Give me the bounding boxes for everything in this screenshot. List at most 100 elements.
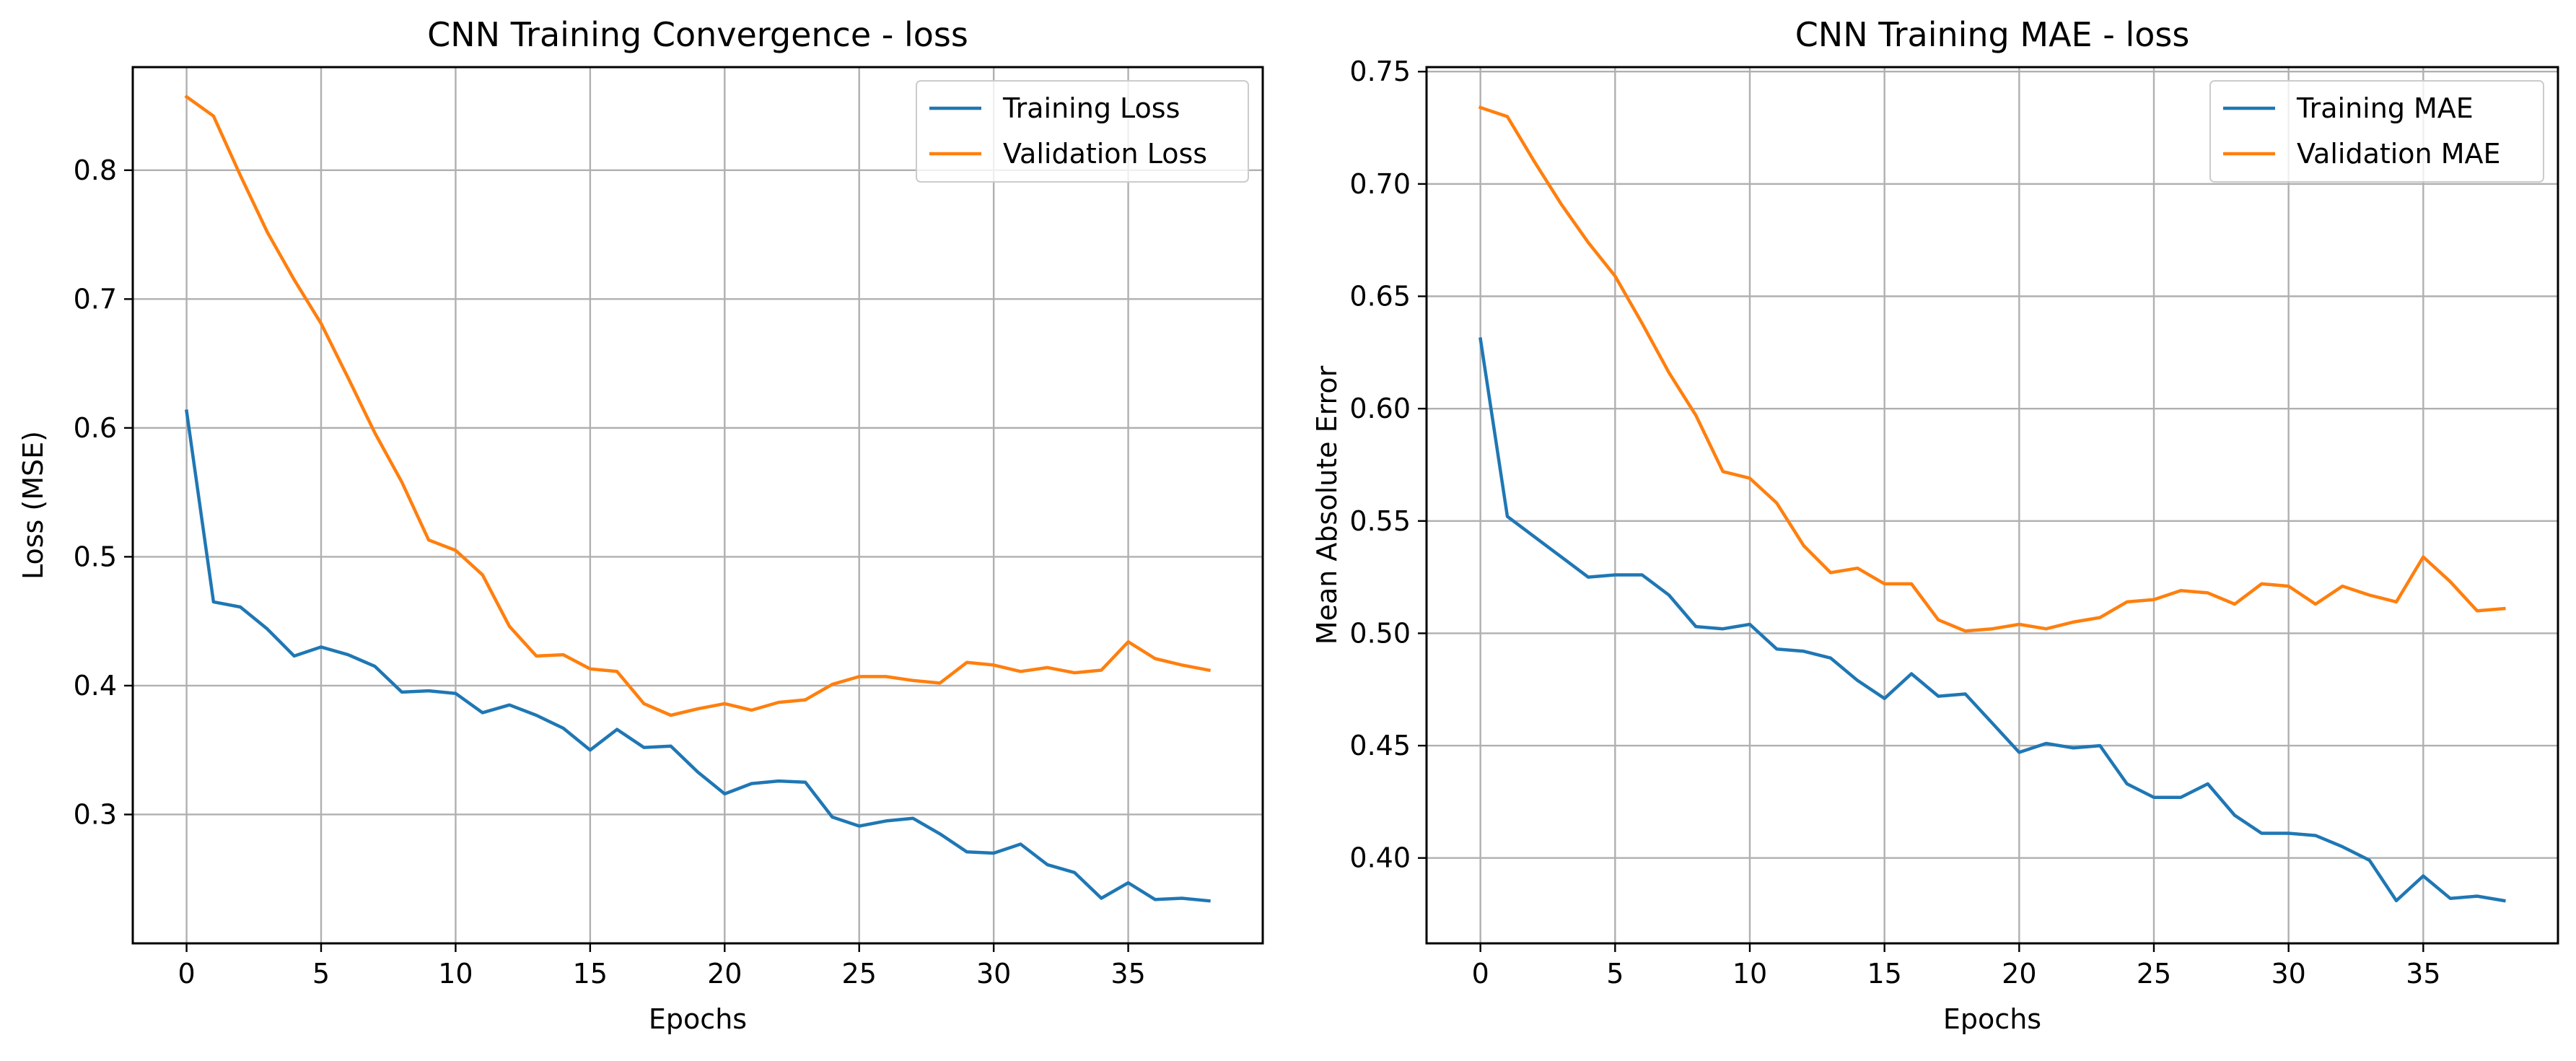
data-point-training-loss — [426, 689, 431, 693]
data-point-training-loss — [185, 409, 189, 414]
loss-chart-y-axis-label: Loss (MSE) — [17, 431, 49, 580]
data-point-validation-loss — [1126, 639, 1131, 644]
data-point-training-loss — [453, 691, 457, 696]
loss-x-tick-label: 5 — [312, 958, 330, 990]
mae-chart-title: CNN Training MAE - loss — [1795, 15, 2190, 54]
data-point-validation-loss — [669, 713, 673, 717]
data-point-validation-loss — [991, 663, 996, 667]
data-point-validation-loss — [911, 678, 915, 683]
data-point-validation-mae — [1478, 105, 1483, 110]
data-point-training-mae — [1721, 626, 1725, 631]
data-point-training-mae — [2313, 834, 2318, 838]
loss-x-tick-label: 30 — [976, 958, 1011, 990]
legend-label-validation-loss: Validation Loss — [1003, 138, 1207, 170]
loss-y-tick-label: 0.3 — [74, 798, 117, 830]
data-point-training-loss — [641, 746, 646, 750]
loss-x-tick-label: 20 — [707, 958, 742, 990]
data-point-validation-loss — [319, 321, 323, 326]
mae-x-tick-label: 35 — [2406, 958, 2440, 990]
data-point-validation-mae — [2367, 593, 2372, 598]
data-point-training-loss — [965, 850, 969, 854]
data-point-training-loss — [481, 710, 485, 715]
data-point-training-loss — [911, 816, 915, 821]
data-point-validation-mae — [2071, 620, 2075, 624]
data-point-validation-loss — [615, 669, 619, 673]
data-point-training-mae — [2448, 896, 2453, 901]
data-point-validation-mae — [1532, 160, 1536, 164]
loss-x-tick-label: 15 — [573, 958, 608, 990]
series-line-validation-loss — [184, 94, 1212, 717]
data-point-training-mae — [1828, 656, 1833, 660]
mae-x-tick-label: 20 — [2002, 958, 2036, 990]
data-point-training-mae — [2475, 894, 2479, 899]
data-point-training-loss — [615, 728, 619, 732]
data-point-training-loss — [400, 690, 404, 694]
data-point-validation-loss — [1206, 668, 1211, 673]
data-point-validation-loss — [507, 624, 512, 629]
mae-chart-legend: Training MAE Validation MAE — [2209, 80, 2544, 183]
data-point-validation-loss — [1153, 657, 1157, 661]
mae-y-tick-label: 0.40 — [1349, 842, 1411, 874]
mae-y-tick-label: 0.65 — [1349, 281, 1411, 313]
data-point-validation-mae — [2502, 606, 2506, 611]
loss-chart: 0 5 10 15 20 25 30 35 0.3 0.4 0.5 0.6 0.7 0.8 CNN Tra… — [17, 15, 1264, 1035]
data-point-training-mae — [1748, 622, 1752, 626]
data-point-validation-mae — [2475, 608, 2479, 613]
data-point-validation-loss — [400, 480, 404, 484]
mae-chart-y-axis-label: Mean Absolute Error — [1311, 365, 1343, 645]
data-point-training-loss — [534, 713, 538, 717]
data-point-training-mae — [2233, 813, 2237, 818]
data-point-training-loss — [803, 780, 807, 785]
data-point-validation-mae — [1613, 274, 1617, 279]
data-point-training-mae — [1559, 555, 1564, 559]
data-point-validation-loss — [481, 572, 485, 577]
mae-x-tick-label: 30 — [2271, 958, 2305, 990]
data-point-validation-loss — [1099, 668, 1103, 673]
data-point-training-mae — [2206, 782, 2210, 786]
data-point-training-mae — [1694, 624, 1698, 629]
data-point-validation-mae — [1505, 115, 1510, 119]
data-point-validation-mae — [1586, 240, 1590, 245]
loss-chart-legend: Training Loss Validation Loss — [916, 80, 1249, 183]
data-point-training-mae — [2394, 899, 2398, 903]
legend-label-training-mae: Training MAE — [2296, 92, 2474, 124]
mae-y-tick-label: 0.75 — [1349, 56, 1411, 87]
data-point-training-mae — [1802, 649, 1806, 653]
data-point-training-mae — [2421, 874, 2425, 878]
mae-chart-series — [1478, 105, 2506, 903]
data-point-validation-loss — [588, 667, 592, 671]
data-point-validation-loss — [561, 652, 566, 657]
mae-x-tick-label: 0 — [1472, 958, 1489, 990]
data-point-validation-mae — [2287, 584, 2291, 588]
loss-y-tick-label: 0.8 — [74, 154, 117, 186]
loss-chart-series — [184, 94, 1212, 903]
data-point-validation-mae — [1802, 543, 1806, 548]
series-line-training-loss — [185, 409, 1211, 903]
data-point-training-loss — [857, 824, 862, 829]
data-point-training-mae — [1478, 337, 1483, 341]
data-point-validation-loss — [453, 549, 457, 553]
data-point-training-mae — [2071, 746, 2075, 750]
data-point-validation-loss — [938, 681, 942, 685]
data-point-validation-mae — [1640, 321, 1644, 326]
data-point-training-mae — [2367, 858, 2372, 863]
data-point-validation-loss — [534, 654, 538, 658]
data-point-training-loss — [669, 744, 673, 748]
data-point-training-loss — [211, 600, 216, 604]
data-point-training-mae — [1963, 692, 1968, 697]
loss-y-tick-label: 0.4 — [74, 670, 117, 702]
data-point-training-loss — [1153, 897, 1157, 901]
data-point-training-mae — [2287, 831, 2291, 836]
loss-chart-plot-frame — [131, 66, 1264, 945]
mae-chart-x-axis-label: Epochs — [1943, 1003, 2041, 1035]
data-point-validation-mae — [1721, 469, 1725, 473]
mae-x-tick-label: 25 — [2137, 958, 2171, 990]
data-point-validation-loss — [884, 674, 888, 678]
mae-chart-ticks: 0 5 10 15 20 25 30 35 0.40 0.45 0.50 0.55 0.60 0.65 0.… — [1349, 56, 2440, 990]
data-point-training-mae — [2017, 750, 2021, 754]
mae-y-tick-label: 0.70 — [1349, 168, 1411, 200]
loss-x-tick-label: 0 — [178, 958, 195, 990]
data-point-validation-loss — [346, 375, 350, 380]
data-point-validation-loss — [373, 431, 377, 435]
